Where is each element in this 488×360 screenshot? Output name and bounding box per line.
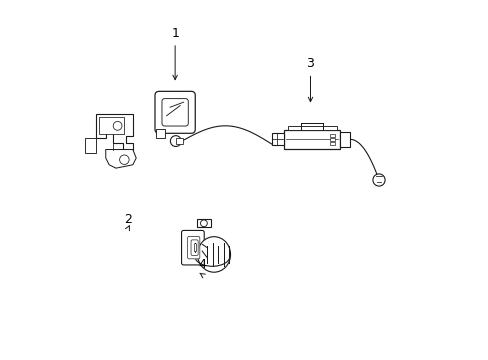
FancyBboxPatch shape	[162, 99, 188, 126]
Bar	[287, 126, 336, 130]
Circle shape	[120, 155, 129, 165]
Ellipse shape	[197, 237, 230, 272]
FancyBboxPatch shape	[181, 230, 204, 265]
Bar	[339, 132, 349, 147]
Text: 1: 1	[171, 27, 179, 40]
Polygon shape	[105, 149, 136, 168]
FancyBboxPatch shape	[155, 91, 195, 133]
Polygon shape	[155, 129, 165, 138]
Circle shape	[200, 220, 207, 227]
Circle shape	[170, 136, 181, 147]
Bar	[176, 138, 182, 144]
FancyBboxPatch shape	[194, 243, 196, 252]
Polygon shape	[96, 114, 133, 149]
Bar	[329, 142, 334, 145]
Circle shape	[113, 121, 122, 130]
Bar	[99, 117, 124, 134]
Text: 2: 2	[123, 213, 131, 226]
Circle shape	[372, 174, 385, 186]
Bar	[272, 133, 284, 145]
Bar	[329, 134, 334, 137]
FancyBboxPatch shape	[191, 240, 198, 256]
FancyBboxPatch shape	[187, 237, 200, 259]
Text: 4: 4	[198, 258, 206, 271]
Polygon shape	[85, 138, 96, 153]
Bar	[197, 219, 210, 228]
Text: 3: 3	[306, 57, 314, 70]
Bar	[284, 130, 339, 149]
Bar	[329, 138, 334, 141]
